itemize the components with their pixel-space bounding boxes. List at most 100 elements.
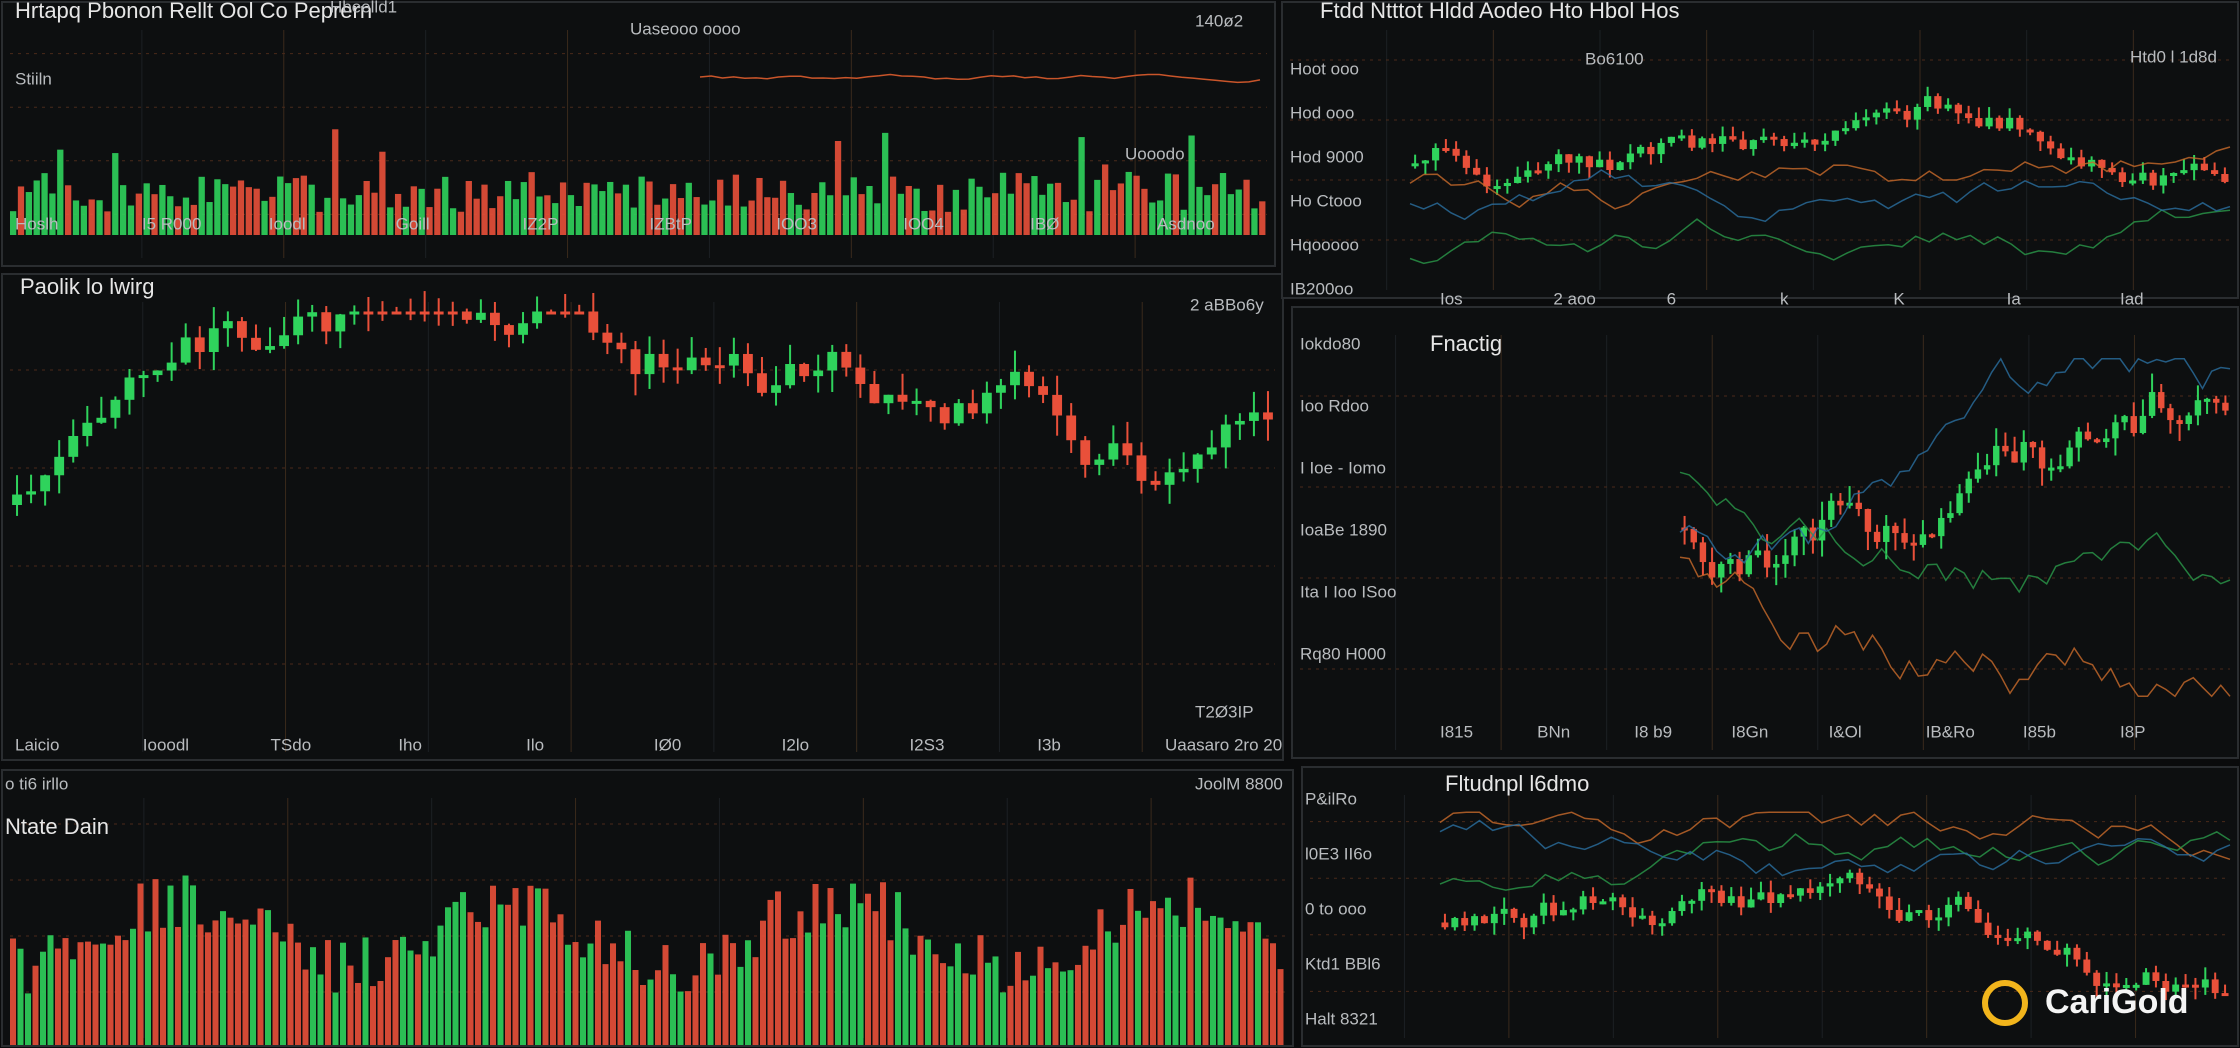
- volume-bar: [387, 207, 394, 235]
- y-axis-label: Hod 9000: [1290, 147, 1364, 166]
- candle: [1024, 371, 1034, 387]
- candle: [1928, 534, 1936, 538]
- candle: [2211, 979, 2219, 994]
- volume-bar: [287, 923, 294, 1045]
- volume-bar: [1149, 202, 1156, 235]
- panel-title: Fltudnpl l6dmo: [1445, 771, 1589, 796]
- volume-bar: [895, 892, 901, 1045]
- candle: [2148, 392, 2156, 416]
- volume-bar: [481, 184, 488, 235]
- candle: [1606, 159, 1614, 171]
- panel-label: Uaseooo oooo: [630, 19, 741, 38]
- volume-bar: [198, 176, 205, 235]
- candle: [1856, 872, 1864, 885]
- volume-bar: [1202, 920, 1209, 1045]
- candle: [2108, 167, 2116, 173]
- candle: [1944, 104, 1952, 109]
- candle: [1737, 896, 1745, 908]
- volume-bar: [937, 184, 944, 235]
- indicator-line: [699, 73, 1261, 84]
- candle: [1178, 468, 1189, 473]
- volume-bar: [685, 991, 691, 1045]
- candle: [1994, 934, 2002, 938]
- volume-bar: [607, 181, 614, 235]
- volume-bar: [206, 202, 213, 235]
- candle: [96, 417, 107, 423]
- volume-bar: [377, 980, 384, 1045]
- indicator-line: [1409, 209, 2231, 265]
- candle: [1708, 889, 1716, 893]
- candle: [2149, 172, 2157, 186]
- candle: [2098, 159, 2106, 168]
- candle: [1234, 420, 1245, 425]
- volume-bar: [17, 948, 24, 1045]
- candle: [1892, 525, 1899, 534]
- candle: [82, 422, 93, 436]
- candle: [251, 337, 261, 350]
- candle: [2048, 467, 2055, 471]
- volume-bar: [803, 209, 810, 235]
- candle: [2203, 398, 2211, 402]
- candle: [1220, 424, 1231, 448]
- candle: [644, 353, 655, 375]
- candle: [686, 357, 697, 371]
- candle: [588, 311, 599, 333]
- volume-bar: [272, 932, 279, 1045]
- y-axis-label: Ita I Ioo ISoo: [1300, 582, 1396, 601]
- candle: [1524, 170, 1532, 177]
- volume-bar: [347, 204, 355, 235]
- volume-bar: [242, 919, 249, 1045]
- volume-bar: [595, 920, 601, 1045]
- candle: [2029, 441, 2037, 448]
- volume-bar: [782, 938, 789, 1045]
- candle: [869, 383, 880, 404]
- volume-bar: [437, 925, 444, 1045]
- volume-bar: [599, 191, 606, 235]
- candle: [1954, 896, 1962, 905]
- volume-bar: [363, 180, 370, 235]
- volume-bar: [737, 966, 744, 1045]
- volume-bar: [55, 948, 61, 1045]
- candle: [1864, 509, 1872, 532]
- candle: [1767, 892, 1775, 903]
- volume-bar: [310, 947, 316, 1045]
- volume-bar: [772, 197, 779, 235]
- candle: [1736, 559, 1743, 575]
- y-axis-label: I Ioe - Iomo: [1300, 458, 1386, 477]
- volume-bar: [449, 208, 457, 235]
- panel-label: Htd0 l 1d8d: [2130, 47, 2217, 66]
- candle: [1729, 136, 1737, 140]
- candle: [1094, 459, 1105, 465]
- candle: [1947, 513, 1954, 518]
- x-axis-label: I5 R000: [142, 214, 202, 233]
- volume-bar: [418, 188, 425, 235]
- volume-bar: [565, 944, 571, 1045]
- volume-bar: [535, 888, 541, 1045]
- candle: [2011, 451, 2018, 463]
- volume-bar: [677, 198, 685, 235]
- volume-bar: [1225, 928, 1231, 1045]
- candle: [1698, 889, 1706, 901]
- volume-bar: [332, 129, 339, 235]
- candle: [377, 311, 388, 315]
- candle: [1698, 138, 1706, 148]
- candle: [2067, 157, 2075, 161]
- volume-bar: [1243, 179, 1250, 235]
- candle: [1708, 138, 1716, 144]
- x-axis-label: Iad: [2120, 289, 2144, 308]
- candle: [2006, 117, 2014, 129]
- candle: [124, 377, 135, 400]
- volume-bar: [302, 969, 309, 1045]
- volume-bar: [261, 200, 268, 235]
- candle: [2033, 931, 2041, 941]
- candle: [841, 351, 852, 368]
- volume-bar: [1196, 186, 1203, 235]
- volume-bar: [1062, 202, 1070, 235]
- indicator-line: [1409, 169, 2231, 223]
- candle: [2221, 173, 2229, 182]
- candle: [1796, 888, 1804, 896]
- candle: [1589, 896, 1597, 903]
- volume-bar: [756, 177, 763, 235]
- candle: [1965, 478, 1972, 494]
- candle: [110, 399, 121, 418]
